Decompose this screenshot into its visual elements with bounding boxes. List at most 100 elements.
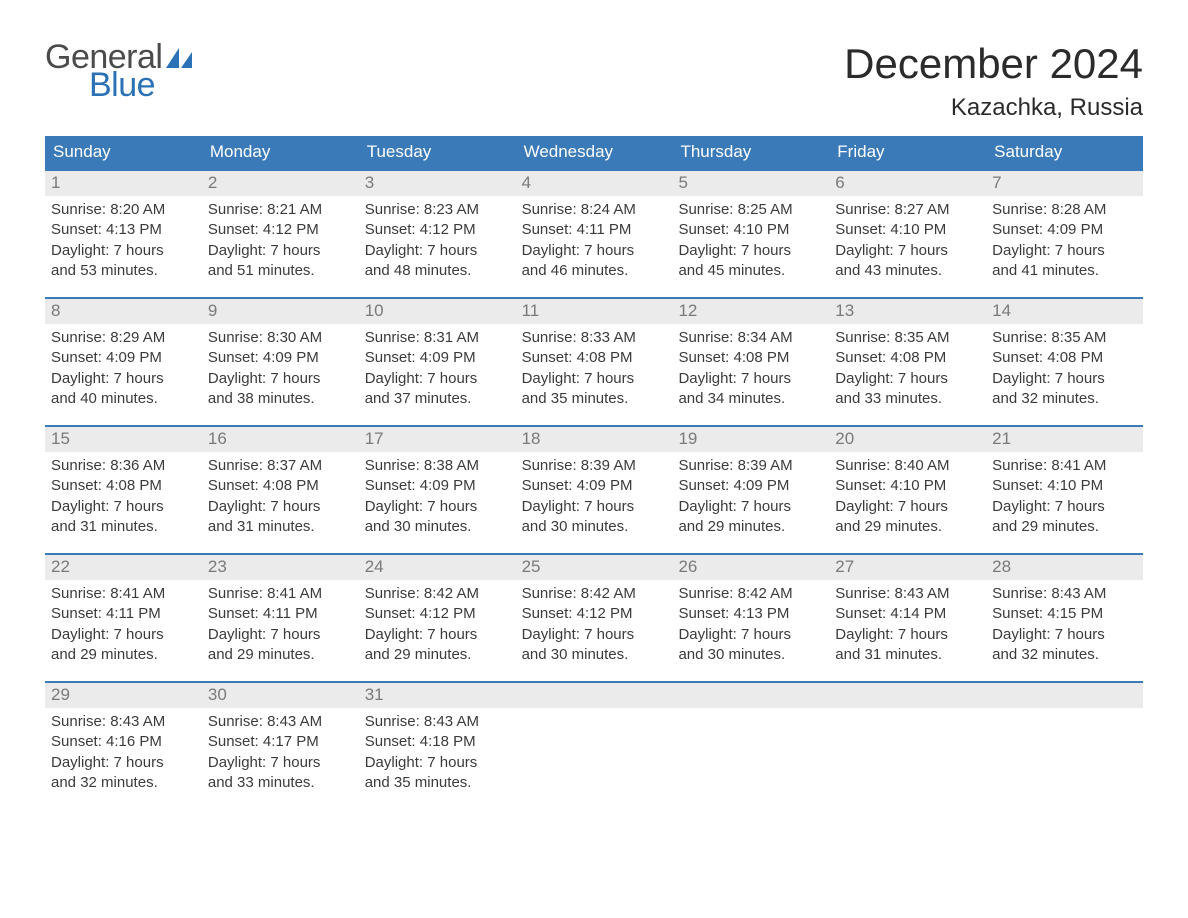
daylight-line-2: and 29 minutes.: [678, 517, 823, 537]
daylight-line-2: and 35 minutes.: [522, 389, 667, 409]
day-cell: 17Sunrise: 8:38 AMSunset: 4:09 PMDayligh…: [359, 427, 516, 541]
daylight-line-2: and 48 minutes.: [365, 261, 510, 281]
day-body: Sunrise: 8:40 AMSunset: 4:10 PMDaylight:…: [829, 452, 986, 541]
day-cell: 9Sunrise: 8:30 AMSunset: 4:09 PMDaylight…: [202, 299, 359, 413]
day-body: Sunrise: 8:43 AMSunset: 4:14 PMDaylight:…: [829, 580, 986, 669]
sunrise-line: Sunrise: 8:23 AM: [365, 200, 510, 220]
daylight-line-2: and 41 minutes.: [992, 261, 1137, 281]
daylight-line-2: and 32 minutes.: [992, 645, 1137, 665]
day-body: Sunrise: 8:30 AMSunset: 4:09 PMDaylight:…: [202, 324, 359, 413]
daylight-line-1: Daylight: 7 hours: [522, 241, 667, 261]
day-cell: 22Sunrise: 8:41 AMSunset: 4:11 PMDayligh…: [45, 555, 202, 669]
day-body: Sunrise: 8:41 AMSunset: 4:11 PMDaylight:…: [202, 580, 359, 669]
day-number: 3: [359, 171, 516, 196]
day-number: 13: [829, 299, 986, 324]
day-number: 19: [672, 427, 829, 452]
sunrise-line: Sunrise: 8:42 AM: [365, 584, 510, 604]
sunrise-line: Sunrise: 8:35 AM: [835, 328, 980, 348]
week-row: 15Sunrise: 8:36 AMSunset: 4:08 PMDayligh…: [45, 425, 1143, 541]
day-number: 2: [202, 171, 359, 196]
day-number: .: [516, 683, 673, 708]
sunset-line: Sunset: 4:18 PM: [365, 732, 510, 752]
daylight-line-1: Daylight: 7 hours: [678, 241, 823, 261]
day-body: Sunrise: 8:43 AMSunset: 4:16 PMDaylight:…: [45, 708, 202, 797]
daylight-line-2: and 29 minutes.: [208, 645, 353, 665]
day-number: 8: [45, 299, 202, 324]
daylight-line-1: Daylight: 7 hours: [365, 753, 510, 773]
daylight-line-1: Daylight: 7 hours: [992, 369, 1137, 389]
sunrise-line: Sunrise: 8:42 AM: [522, 584, 667, 604]
sunrise-line: Sunrise: 8:36 AM: [51, 456, 196, 476]
sunrise-line: Sunrise: 8:29 AM: [51, 328, 196, 348]
day-cell: 26Sunrise: 8:42 AMSunset: 4:13 PMDayligh…: [672, 555, 829, 669]
sunset-line: Sunset: 4:10 PM: [835, 476, 980, 496]
month-title: December 2024: [844, 40, 1143, 88]
daylight-line-1: Daylight: 7 hours: [678, 369, 823, 389]
day-cell: 24Sunrise: 8:42 AMSunset: 4:12 PMDayligh…: [359, 555, 516, 669]
logo: General Blue: [45, 40, 192, 102]
daylight-line-2: and 29 minutes.: [51, 645, 196, 665]
day-number: 23: [202, 555, 359, 580]
day-cell: 18Sunrise: 8:39 AMSunset: 4:09 PMDayligh…: [516, 427, 673, 541]
sunrise-line: Sunrise: 8:41 AM: [992, 456, 1137, 476]
day-cell: 10Sunrise: 8:31 AMSunset: 4:09 PMDayligh…: [359, 299, 516, 413]
day-cell: 2Sunrise: 8:21 AMSunset: 4:12 PMDaylight…: [202, 171, 359, 285]
daylight-line-1: Daylight: 7 hours: [522, 497, 667, 517]
day-cell: 16Sunrise: 8:37 AMSunset: 4:08 PMDayligh…: [202, 427, 359, 541]
daylight-line-1: Daylight: 7 hours: [208, 241, 353, 261]
day-cell: .: [829, 683, 986, 797]
day-cell: 1Sunrise: 8:20 AMSunset: 4:13 PMDaylight…: [45, 171, 202, 285]
day-number: 15: [45, 427, 202, 452]
daylight-line-2: and 29 minutes.: [992, 517, 1137, 537]
day-number: 17: [359, 427, 516, 452]
sunrise-line: Sunrise: 8:28 AM: [992, 200, 1137, 220]
sunrise-line: Sunrise: 8:39 AM: [678, 456, 823, 476]
daylight-line-2: and 30 minutes.: [678, 645, 823, 665]
day-body: Sunrise: 8:31 AMSunset: 4:09 PMDaylight:…: [359, 324, 516, 413]
logo-sail-icon: [166, 48, 192, 68]
sunset-line: Sunset: 4:08 PM: [992, 348, 1137, 368]
day-cell: 25Sunrise: 8:42 AMSunset: 4:12 PMDayligh…: [516, 555, 673, 669]
sunset-line: Sunset: 4:09 PM: [992, 220, 1137, 240]
week-row: 22Sunrise: 8:41 AMSunset: 4:11 PMDayligh…: [45, 553, 1143, 669]
day-number: 28: [986, 555, 1143, 580]
sunset-line: Sunset: 4:12 PM: [365, 220, 510, 240]
daylight-line-2: and 53 minutes.: [51, 261, 196, 281]
sunset-line: Sunset: 4:14 PM: [835, 604, 980, 624]
day-cell: 23Sunrise: 8:41 AMSunset: 4:11 PMDayligh…: [202, 555, 359, 669]
day-cell: 14Sunrise: 8:35 AMSunset: 4:08 PMDayligh…: [986, 299, 1143, 413]
day-cell: .: [516, 683, 673, 797]
daylight-line-1: Daylight: 7 hours: [51, 369, 196, 389]
day-number: 14: [986, 299, 1143, 324]
sunset-line: Sunset: 4:10 PM: [992, 476, 1137, 496]
day-body: Sunrise: 8:43 AMSunset: 4:15 PMDaylight:…: [986, 580, 1143, 669]
week-row: 29Sunrise: 8:43 AMSunset: 4:16 PMDayligh…: [45, 681, 1143, 797]
day-body: Sunrise: 8:38 AMSunset: 4:09 PMDaylight:…: [359, 452, 516, 541]
day-number: 12: [672, 299, 829, 324]
day-number: 26: [672, 555, 829, 580]
sunset-line: Sunset: 4:12 PM: [208, 220, 353, 240]
daylight-line-2: and 30 minutes.: [522, 645, 667, 665]
day-body: Sunrise: 8:37 AMSunset: 4:08 PMDaylight:…: [202, 452, 359, 541]
sunset-line: Sunset: 4:08 PM: [678, 348, 823, 368]
daylight-line-1: Daylight: 7 hours: [835, 497, 980, 517]
day-cell: 6Sunrise: 8:27 AMSunset: 4:10 PMDaylight…: [829, 171, 986, 285]
daylight-line-2: and 32 minutes.: [992, 389, 1137, 409]
weekday-monday: Monday: [202, 136, 359, 169]
day-cell: 19Sunrise: 8:39 AMSunset: 4:09 PMDayligh…: [672, 427, 829, 541]
day-body: Sunrise: 8:25 AMSunset: 4:10 PMDaylight:…: [672, 196, 829, 285]
daylight-line-1: Daylight: 7 hours: [992, 497, 1137, 517]
day-number: 6: [829, 171, 986, 196]
day-cell: .: [672, 683, 829, 797]
sunrise-line: Sunrise: 8:38 AM: [365, 456, 510, 476]
day-body: Sunrise: 8:35 AMSunset: 4:08 PMDaylight:…: [829, 324, 986, 413]
daylight-line-1: Daylight: 7 hours: [51, 241, 196, 261]
day-number: 24: [359, 555, 516, 580]
daylight-line-2: and 35 minutes.: [365, 773, 510, 793]
daylight-line-2: and 31 minutes.: [208, 517, 353, 537]
day-cell: 28Sunrise: 8:43 AMSunset: 4:15 PMDayligh…: [986, 555, 1143, 669]
weekday-wednesday: Wednesday: [516, 136, 673, 169]
sunset-line: Sunset: 4:12 PM: [522, 604, 667, 624]
daylight-line-2: and 33 minutes.: [208, 773, 353, 793]
logo-text-blue: Blue: [89, 68, 192, 102]
